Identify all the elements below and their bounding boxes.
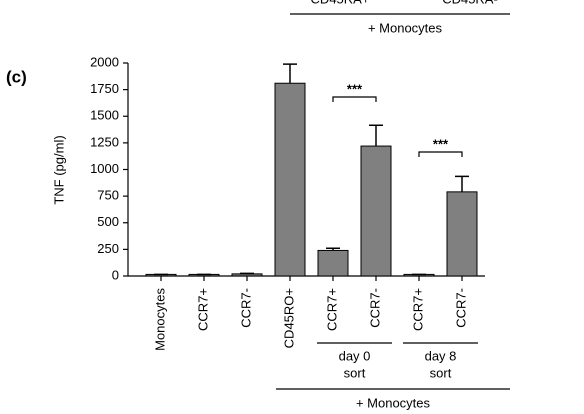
- bar: [446, 191, 478, 277]
- significance-label: ***: [347, 81, 363, 96]
- y-tick-label: 1000: [90, 161, 119, 176]
- top-label: CD45RA+: [311, 0, 370, 6]
- x-tick-label: CCR7-: [367, 288, 382, 328]
- group-label: sort: [430, 365, 452, 380]
- significance-bracket: [418, 151, 463, 157]
- bar: [360, 145, 392, 277]
- x-tick-label: CCR7-: [238, 288, 253, 328]
- y-tick-label: 250: [97, 241, 119, 256]
- x-tick-label: Monocytes: [152, 288, 167, 351]
- panel-label: (c): [6, 67, 27, 86]
- y-tick-label: 0: [112, 267, 119, 282]
- top-label: CD45RA-: [442, 0, 498, 6]
- significance-label: ***: [433, 136, 449, 151]
- x-tick-label: CCR7+: [410, 288, 425, 331]
- significance-bracket: [332, 96, 377, 102]
- x-tick-label: CCR7+: [324, 288, 339, 331]
- bar: [274, 82, 306, 277]
- y-axis-label: TNF (pg/ml): [51, 135, 66, 204]
- bar: [231, 273, 263, 277]
- error-bar: [455, 175, 469, 192]
- error-bar: [369, 124, 383, 147]
- group-label: day 8: [425, 348, 457, 363]
- bar: [317, 249, 349, 277]
- y-tick-label: 500: [97, 214, 119, 229]
- top-label: + Monocytes: [368, 20, 443, 35]
- x-tick-label: CD45RO+: [281, 288, 296, 348]
- y-tick-label: 750: [97, 188, 119, 203]
- error-bar: [326, 247, 340, 251]
- y-tick-label: 2000: [90, 54, 119, 69]
- error-bar: [283, 63, 297, 84]
- outer-label: + Monocytes: [356, 395, 431, 410]
- error-bar: [240, 272, 254, 275]
- x-tick-label: CCR7-: [453, 288, 468, 328]
- y-tick-label: 1500: [90, 108, 119, 123]
- y-tick-label: 1250: [90, 134, 119, 149]
- y-tick-label: 1750: [90, 81, 119, 96]
- group-label: sort: [344, 365, 366, 380]
- group-label: day 0: [339, 348, 371, 363]
- x-tick-label: CCR7+: [195, 288, 210, 331]
